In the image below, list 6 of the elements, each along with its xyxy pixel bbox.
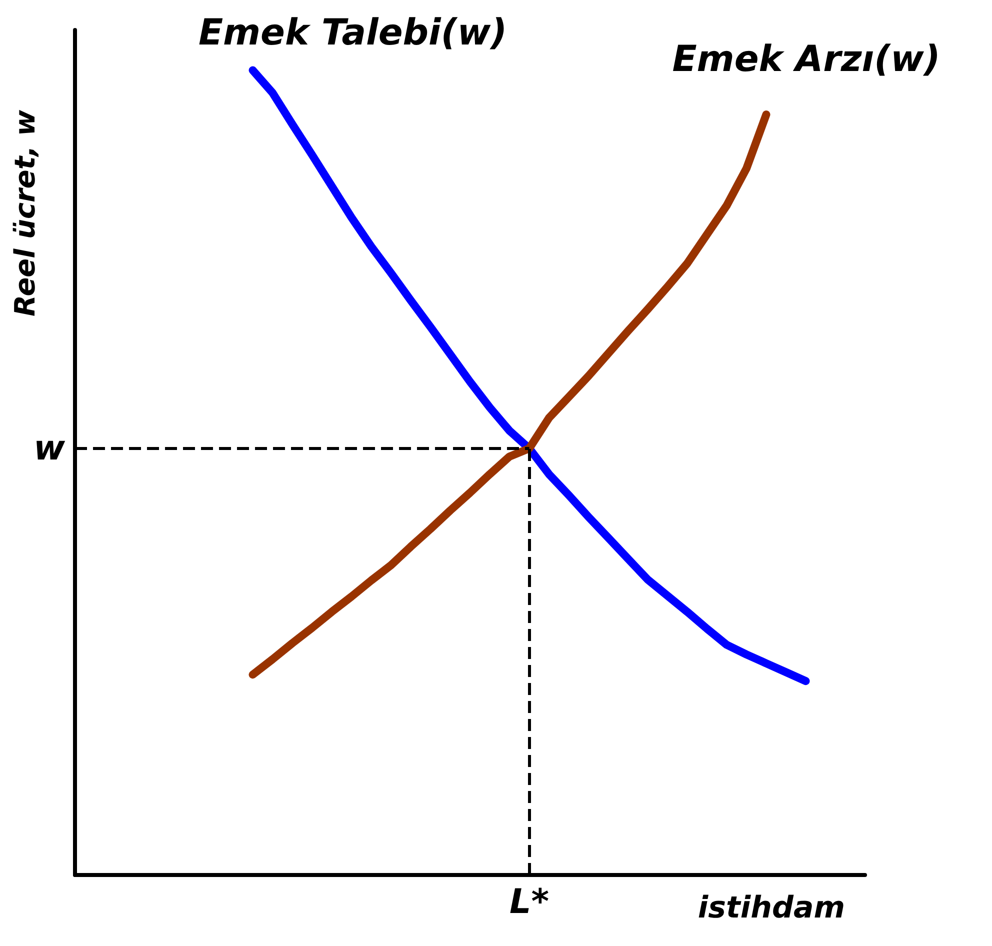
series-label: Emek Arzı(w)	[672, 39, 940, 80]
text: L*	[510, 882, 549, 922]
y-axis-title: Reel ücret, w	[8, 110, 42, 316]
series-label: Emek Talebi(w)	[198, 12, 508, 54]
x-axis-title: istihdam	[698, 890, 845, 926]
ref-line-label: w	[34, 428, 66, 468]
